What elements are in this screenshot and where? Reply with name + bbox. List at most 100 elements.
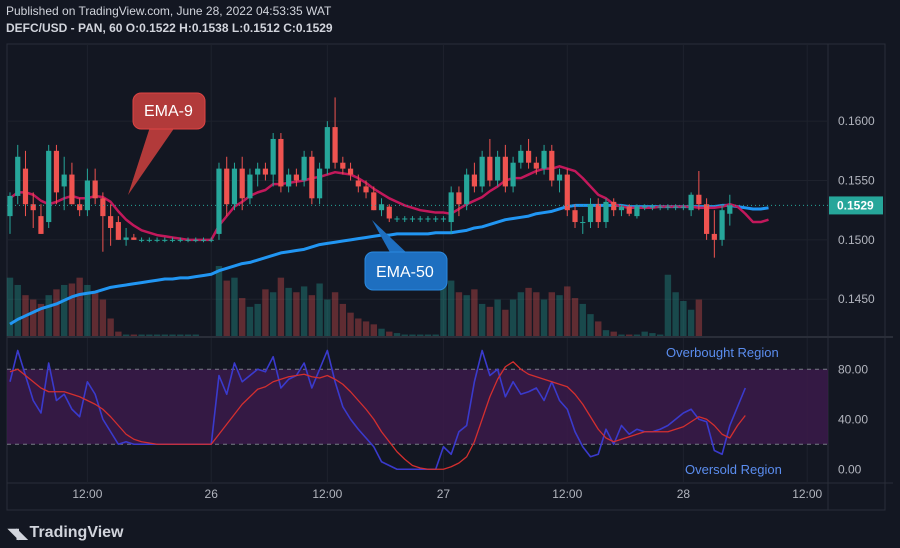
candle-body: [239, 168, 245, 199]
candle-body: [162, 239, 168, 241]
volume-bar: [293, 292, 300, 336]
rsi-tick-label: 80.00: [838, 362, 868, 376]
volume-bar: [115, 331, 122, 336]
volume-bar: [153, 334, 161, 336]
volume-bar: [308, 295, 316, 336]
volume-bar: [285, 287, 292, 336]
candle-body: [471, 174, 477, 187]
volume-bar: [177, 334, 184, 336]
ema9-callout-pointer: [128, 127, 175, 195]
candle-body: [363, 186, 369, 193]
candle-body: [177, 239, 183, 241]
ema9-line: [9, 165, 769, 242]
candle-body: [580, 222, 586, 224]
volume-bar: [215, 266, 223, 336]
volume-bar: [146, 334, 153, 336]
candle-body: [301, 156, 307, 181]
volume-bar: [533, 292, 540, 336]
candle-body: [46, 150, 52, 223]
volume-bar: [432, 334, 439, 336]
ema50-callout-pointer: [372, 220, 410, 256]
ema9-callout-box: [132, 92, 206, 130]
volume-bar: [161, 334, 168, 336]
volume-bar: [316, 283, 323, 336]
candle-body: [278, 138, 284, 187]
volume-bar: [486, 306, 494, 336]
candle-body: [84, 180, 90, 211]
price-tick-label: 0.1550: [838, 174, 875, 188]
volume-bar: [695, 299, 703, 336]
candle-body: [603, 201, 609, 223]
volume-bar: [471, 289, 478, 336]
volume-bar: [192, 334, 199, 336]
candle-body: [657, 206, 663, 208]
volume-bar: [130, 334, 138, 336]
candle-body: [634, 206, 640, 217]
rsi-line: [9, 349, 747, 471]
candle-body: [673, 206, 679, 208]
candle-body: [255, 168, 261, 175]
candle-body: [680, 206, 686, 208]
volume-bar: [618, 334, 625, 336]
volume-bar: [626, 334, 633, 336]
published-info: Published on TradingView.com, June 28, 2…: [6, 4, 332, 18]
candle-body: [448, 192, 454, 223]
volume-bar: [401, 334, 408, 336]
tradingview-logo-icon: ◥◣: [8, 524, 27, 541]
candle-body: [696, 194, 702, 205]
candle-body: [456, 192, 462, 205]
volume-bar: [687, 309, 695, 336]
volume-bar: [370, 324, 377, 336]
candle-body: [572, 210, 578, 223]
candle-body: [193, 239, 199, 241]
oversold-label: Oversold Region: [685, 462, 782, 477]
volume-bar: [45, 295, 52, 336]
candle-body: [626, 206, 632, 214]
candle-body: [425, 218, 431, 220]
rsi-tick-label: 0.00: [838, 462, 862, 476]
volume-bar: [355, 318, 362, 336]
candle-body: [587, 204, 594, 223]
volume-bar: [672, 292, 679, 336]
volume-bar: [571, 298, 579, 336]
candle-body: [525, 150, 532, 163]
time-tick-label: 26: [205, 487, 219, 501]
last-price-badge: [829, 196, 883, 215]
volume-bar: [440, 266, 447, 336]
candle-body: [556, 174, 563, 181]
rsi-tick-label: 40.00: [838, 412, 868, 426]
candle-body: [386, 206, 392, 219]
volume-bar: [138, 334, 145, 336]
candle-body: [727, 205, 733, 214]
candle-body: [108, 216, 114, 228]
volume-bar: [76, 277, 83, 336]
candle-body: [417, 218, 423, 220]
candle-body: [665, 206, 671, 208]
candle-body: [340, 162, 346, 169]
candle-body: [394, 218, 400, 220]
candle-body: [433, 218, 439, 220]
volume-bar: [254, 303, 261, 336]
candle-body: [216, 168, 222, 234]
volume-bar: [393, 333, 401, 336]
volume-bar: [587, 314, 594, 336]
volume-bar: [447, 280, 455, 336]
rsi-band: [7, 369, 828, 445]
tradingview-brand[interactable]: ◥◣ TradingView: [8, 524, 124, 542]
time-tick-label: 12:00: [792, 487, 822, 501]
volume-bar: [424, 334, 432, 336]
candle-body: [541, 150, 547, 169]
volume-bar: [37, 303, 45, 336]
volume-bar: [680, 301, 687, 336]
candle-body: [208, 239, 214, 241]
candle-body: [146, 239, 152, 241]
price-tick-label: 0.1600: [838, 114, 875, 128]
volume-bar: [262, 289, 269, 336]
volume-bar: [300, 286, 308, 336]
volume-bar: [122, 334, 130, 336]
volume-bar: [579, 303, 586, 336]
candle-body: [533, 162, 539, 169]
candle-body: [38, 216, 44, 234]
candle-body: [15, 156, 21, 196]
